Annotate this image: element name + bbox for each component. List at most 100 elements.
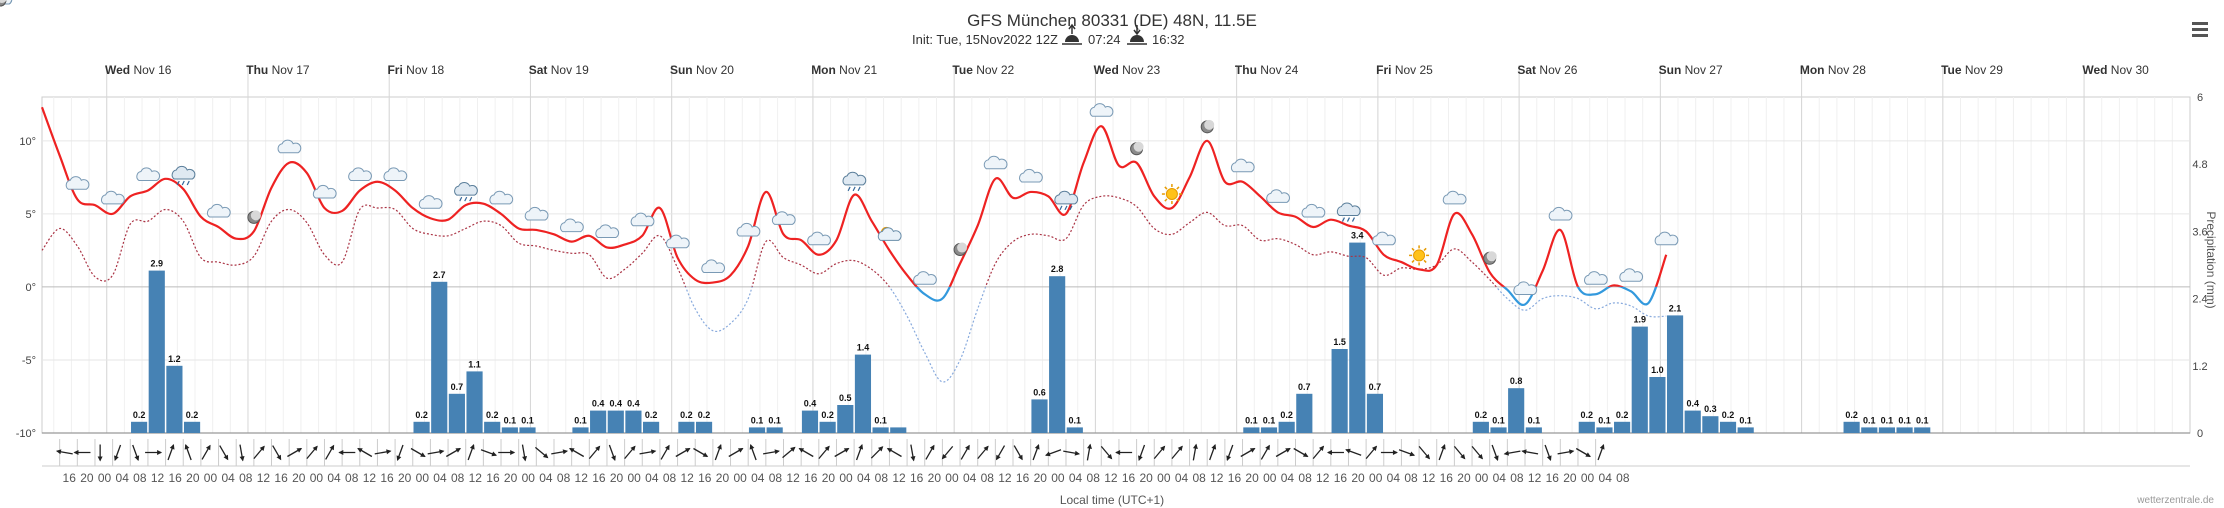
sun-icon [1161,184,1182,205]
chart-title: GFS München 80331 (DE) 48N, 11.5E [967,11,1257,30]
rain-drop [1064,205,1068,211]
precip-bar [1684,410,1701,433]
hour-label: 16 [1440,471,1454,485]
precip-label: 2.7 [433,270,446,280]
wind-arrow-icon [1293,447,1309,458]
precip-bar [148,270,165,433]
day-label: Tue Nov 29 [1941,63,2003,77]
hour-label: 08 [133,471,147,485]
precip-bar [837,405,854,433]
precip-bar [1596,427,1613,433]
hour-label: 04 [857,471,871,485]
day-label: Sat Nov 19 [529,63,589,77]
wind-arrow-icon [977,445,989,460]
hamburger-menu-icon[interactable] [2188,18,2214,42]
hour-label: 16 [1122,471,1136,485]
day-label-dow: Thu [246,63,268,77]
hour-labels: 16 20 00 04 08 12 16 20 00 04 08 12 16 20 00 04 08 12 16 20… [63,471,1630,485]
wind-arrow-icon [534,446,549,459]
wind-arrow-icon [145,450,163,455]
day-label-date: Nov 30 [2107,63,2149,77]
wind-arrow-icon [910,444,916,462]
y-tick-left: 10° [19,136,36,148]
plot-frame [41,96,2191,434]
wind-arrow-head [259,445,265,452]
wind-arrow-icon [521,444,528,462]
credit-text[interactable]: wetterzentrale.de [2136,495,2214,506]
wind-arrow-icon [995,445,1006,461]
cloud-shape [348,167,372,181]
wind-arrow-head [1546,455,1552,461]
wind-arrow-icon [834,447,850,458]
precip-bar [1649,377,1666,433]
hour-label: 16 [1334,471,1348,485]
hour-label: 12 [1210,471,1224,485]
hour-label: 00 [1263,471,1277,485]
cloudy-icon [312,185,337,199]
hour-label: 00 [628,471,642,485]
cloud-shape [807,231,831,246]
sun-ray [1411,259,1415,263]
cloudy-icon [418,195,443,209]
cloudy-icon [524,206,549,221]
wind-arrow-icon [480,449,497,457]
sunrise-time: 07:24 [1088,32,1121,47]
hour-label: 04 [751,471,765,485]
precip-label: 0.2 [698,410,711,420]
wind-arrow-head [169,444,175,450]
wind-arrow-icon [763,449,780,455]
wind-arrow-icon [219,445,229,461]
precip-label: 0.1 [1069,415,1082,425]
day-label-date: Nov 16 [130,63,172,77]
wind-arrow-head [420,452,426,457]
day-label-dow: Mon [1800,63,1825,77]
wind-arrow-icon [569,447,585,458]
precip-bar [590,410,607,433]
precip-label: 1.9 [1634,315,1647,325]
precip-label: 0.2 [415,410,428,420]
wind-arrow-icon [782,446,796,459]
precip-bar [1719,421,1737,433]
wind-arrow-head [510,450,516,455]
wind-arrow-icon [749,444,757,461]
wind-arrow-head [1302,452,1309,457]
hour-label: 08 [451,471,465,485]
precip-label: 0.1 [1916,415,1929,425]
partly-sunny-icon [877,226,902,241]
wind-arrow-icon [1153,445,1166,460]
wind-arrow-icon [396,444,404,461]
wind-arrow-head [455,448,462,453]
precip-bar [1260,427,1278,433]
precip-bar [1914,427,1931,433]
day-label: Tue Nov 22 [952,63,1014,77]
wind-arrow-head [1192,443,1198,449]
wind-arrow-icon [1575,447,1591,458]
precip-label: 0.2 [1280,410,1293,420]
hour-label: 16 [804,471,818,485]
y-tick-right: 0 [2197,428,2203,440]
cloud-shape [877,227,902,241]
precip-bar [1031,399,1048,433]
day-label-dow: Tue [1941,63,1962,77]
y-tick-right: 1.2 [2192,361,2207,373]
wind-arrow-icon [1345,448,1362,456]
cloudy-icon [383,167,408,181]
wind-arrow-icon [132,444,140,461]
wind-arrow-icon [551,449,569,455]
day-label-date: Nov 29 [1962,63,2004,77]
hour-label: 04 [1069,471,1083,485]
rain-drop [847,186,851,192]
wind-arrow-icon [1063,450,1081,456]
hour-label: 12 [1422,471,1436,485]
day-label: Sat Nov 26 [1517,63,1577,77]
precip-label: 0.2 [1581,410,1594,420]
precip-bar [1666,315,1684,433]
precip-label: 0.2 [1616,410,1629,420]
init-text: Init: Tue, 15Nov2022 12Z [912,32,1058,47]
wind-arrow-icon [167,444,175,461]
wind-arrow-head [338,450,344,455]
grid-layer [41,65,2191,434]
rain-drop [176,180,180,186]
hour-label: 00 [945,471,959,485]
hour-label: 08 [1298,471,1312,485]
